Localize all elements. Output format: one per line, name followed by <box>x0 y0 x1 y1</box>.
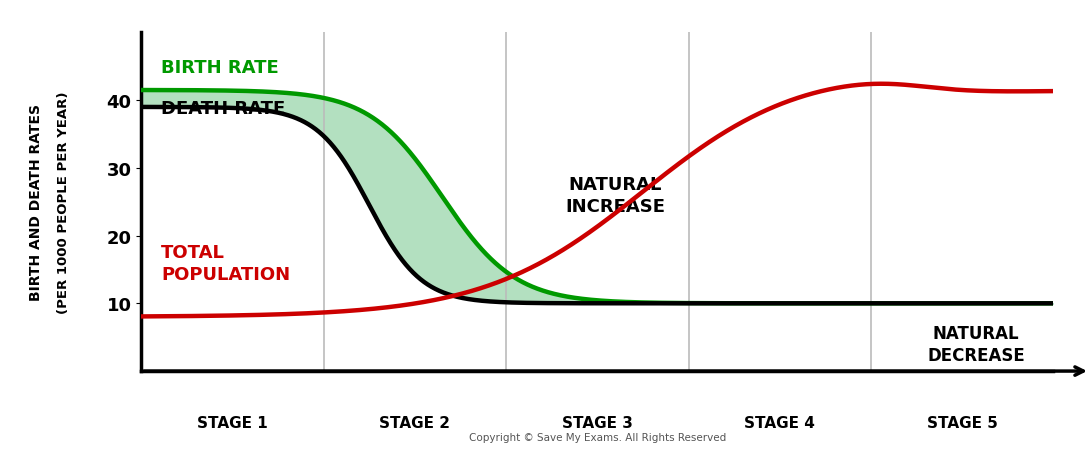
Text: DEATH RATE: DEATH RATE <box>161 99 286 118</box>
Text: TOTAL
POPULATION: TOTAL POPULATION <box>161 243 290 283</box>
Text: BIRTH AND DEATH RATES: BIRTH AND DEATH RATES <box>29 104 43 300</box>
Text: BIRTH RATE: BIRTH RATE <box>161 60 279 77</box>
Text: (PER 1000 PEOPLE PER YEAR): (PER 1000 PEOPLE PER YEAR) <box>58 91 71 313</box>
Text: STAGE 1: STAGE 1 <box>197 415 268 430</box>
Text: STAGE 3: STAGE 3 <box>561 415 633 430</box>
Text: STAGE 2: STAGE 2 <box>379 415 451 430</box>
Text: Copyright © Save My Exams. All Rights Reserved: Copyright © Save My Exams. All Rights Re… <box>469 432 725 442</box>
Text: NATURAL
INCREASE: NATURAL INCREASE <box>566 176 666 216</box>
Text: NATURAL
DECREASE: NATURAL DECREASE <box>927 324 1025 364</box>
Text: STAGE 4: STAGE 4 <box>744 415 816 430</box>
Text: STAGE 5: STAGE 5 <box>926 415 998 430</box>
